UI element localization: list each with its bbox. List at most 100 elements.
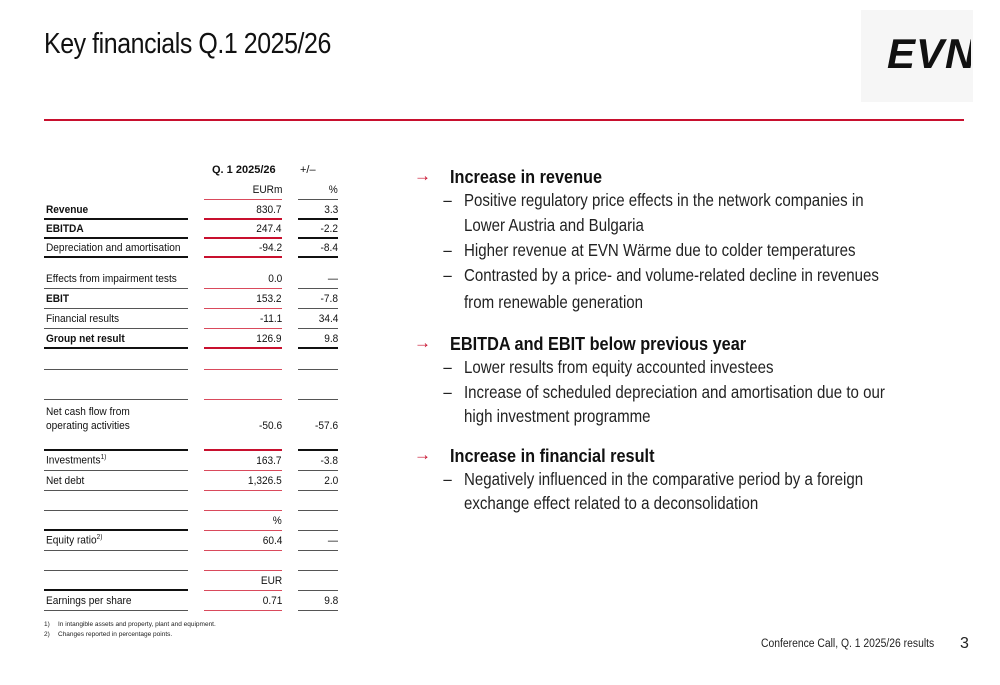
bullet-text: Negatively influenced in the comparative… [464, 469, 864, 489]
row-change: 3.3 [323, 204, 338, 216]
row-change: — [327, 273, 338, 285]
section-heading: Increase in financial result [450, 445, 655, 466]
page-number: 3 [960, 635, 969, 652]
row-rule [204, 590, 282, 591]
dash-bullet: – [443, 265, 452, 285]
table-row: Earnings per share 0.71 9.8 [44, 591, 344, 611]
row-rule [204, 490, 282, 491]
row-rule [44, 529, 188, 531]
row-change: 34.4 [318, 313, 338, 325]
row-rule [204, 610, 282, 611]
table-row: Depreciation and amortisation -94.2 -8.4 [44, 239, 344, 258]
footnote-text: Changes reported in percentage points. [58, 631, 173, 638]
table-row: Net debt 1,326.5 2.0 [44, 471, 344, 491]
row-change: — [327, 535, 338, 547]
row-change: 9.8 [323, 595, 338, 607]
spacer-row [44, 436, 344, 451]
column-rule [298, 199, 338, 200]
row-value: 60.4 [262, 535, 282, 547]
bullet-item: – Negatively influenced in the comparativ… [443, 469, 864, 490]
row-change: -2.2 [320, 223, 338, 235]
row-rule [44, 347, 188, 349]
unit-eurm: EURm [252, 184, 282, 196]
row-label: Depreciation and amortisation [46, 242, 181, 254]
dash-bullet: – [443, 382, 452, 402]
table-row: Financial results -11.1 34.4 [44, 309, 344, 329]
row-rule [298, 550, 338, 551]
row-rule [298, 510, 338, 511]
evn-logo-text: EVN [887, 31, 971, 71]
unit-row: % [44, 511, 344, 531]
bullet-continuation: from renewable generation [464, 292, 644, 312]
column-header-change: +/– [300, 164, 316, 176]
row-rule [204, 347, 282, 349]
unit-row: EUR [44, 571, 344, 591]
row-label: Financial results [46, 313, 120, 325]
row-value: 153.2 [256, 293, 282, 305]
row-rule [204, 237, 282, 239]
row-rule [44, 589, 188, 591]
unit-label: EUR [260, 575, 282, 587]
header-divider [44, 119, 964, 121]
footnote: 2) Changes reported in percentage points. [44, 631, 172, 638]
section-heading: Increase in revenue [450, 166, 603, 187]
bullet-text: Increase of scheduled depreciation and a… [464, 382, 885, 402]
spacer-row [44, 551, 344, 571]
table-row: Equity ratio2) 60.4 — [44, 531, 344, 551]
bullet-text: Positive regulatory price effects in the… [464, 190, 864, 210]
row-value: 126.9 [256, 333, 282, 345]
row-rule [204, 399, 282, 400]
unit-label: % [273, 515, 282, 527]
arrow-right-icon: → [414, 166, 431, 185]
column-rule [204, 199, 282, 200]
row-rule [44, 308, 188, 309]
row-rule [298, 530, 338, 531]
row-label: Net debt [46, 475, 85, 487]
bullet-item: – Higher revenue at EVN Wärme due to cold… [443, 240, 855, 261]
row-rule [44, 610, 188, 611]
spacer-row [44, 491, 344, 511]
row-change: -7.8 [320, 293, 338, 305]
table-row: Net cash flow from operating activities … [44, 400, 344, 436]
row-rule [298, 369, 338, 370]
table-row: Effects from impairment tests 0.0 — [44, 258, 344, 289]
bullet-item: – Increase of scheduled depreciation and … [443, 382, 885, 403]
row-rule [298, 610, 338, 611]
row-rule [204, 510, 282, 511]
spacer-row [44, 370, 344, 400]
row-change: -3.8 [320, 455, 338, 467]
footnote-number: 1) [44, 621, 50, 628]
row-value: 830.7 [256, 204, 282, 216]
row-value: -50.6 [258, 420, 282, 432]
row-label: Investments1) [46, 454, 106, 467]
row-rule [298, 399, 338, 400]
row-rule [298, 590, 338, 591]
row-rule [298, 237, 338, 239]
arrow-right-icon: → [414, 445, 431, 464]
row-rule [298, 490, 338, 491]
row-rule [298, 328, 338, 329]
row-label: Revenue [46, 204, 89, 216]
footnote-ref: 2) [96, 534, 103, 542]
row-rule [204, 530, 282, 531]
row-label-line1: Net cash flow from [46, 406, 130, 418]
row-rule [204, 218, 282, 220]
row-value: -94.2 [258, 242, 282, 254]
row-rule [204, 449, 282, 451]
row-rule [298, 470, 338, 471]
row-rule [44, 218, 188, 220]
row-rule [204, 369, 282, 370]
row-rule [44, 550, 188, 551]
dash-bullet: – [443, 469, 452, 489]
row-value: 163.7 [256, 455, 282, 467]
row-label-line2: operating activities [46, 420, 130, 432]
row-rule [298, 347, 338, 349]
table-row: EBIT 153.2 -7.8 [44, 289, 344, 309]
footnote-text: In intangible assets and property, plant… [58, 621, 216, 628]
logo-background [861, 10, 973, 102]
row-value: 0.0 [267, 273, 282, 285]
footnote-ref: 1) [100, 454, 107, 462]
table-row: Revenue 830.7 3.3 [44, 200, 344, 220]
arrow-right-icon: → [414, 333, 431, 352]
table-row: EBITDA 247.4 -2.2 [44, 220, 344, 239]
